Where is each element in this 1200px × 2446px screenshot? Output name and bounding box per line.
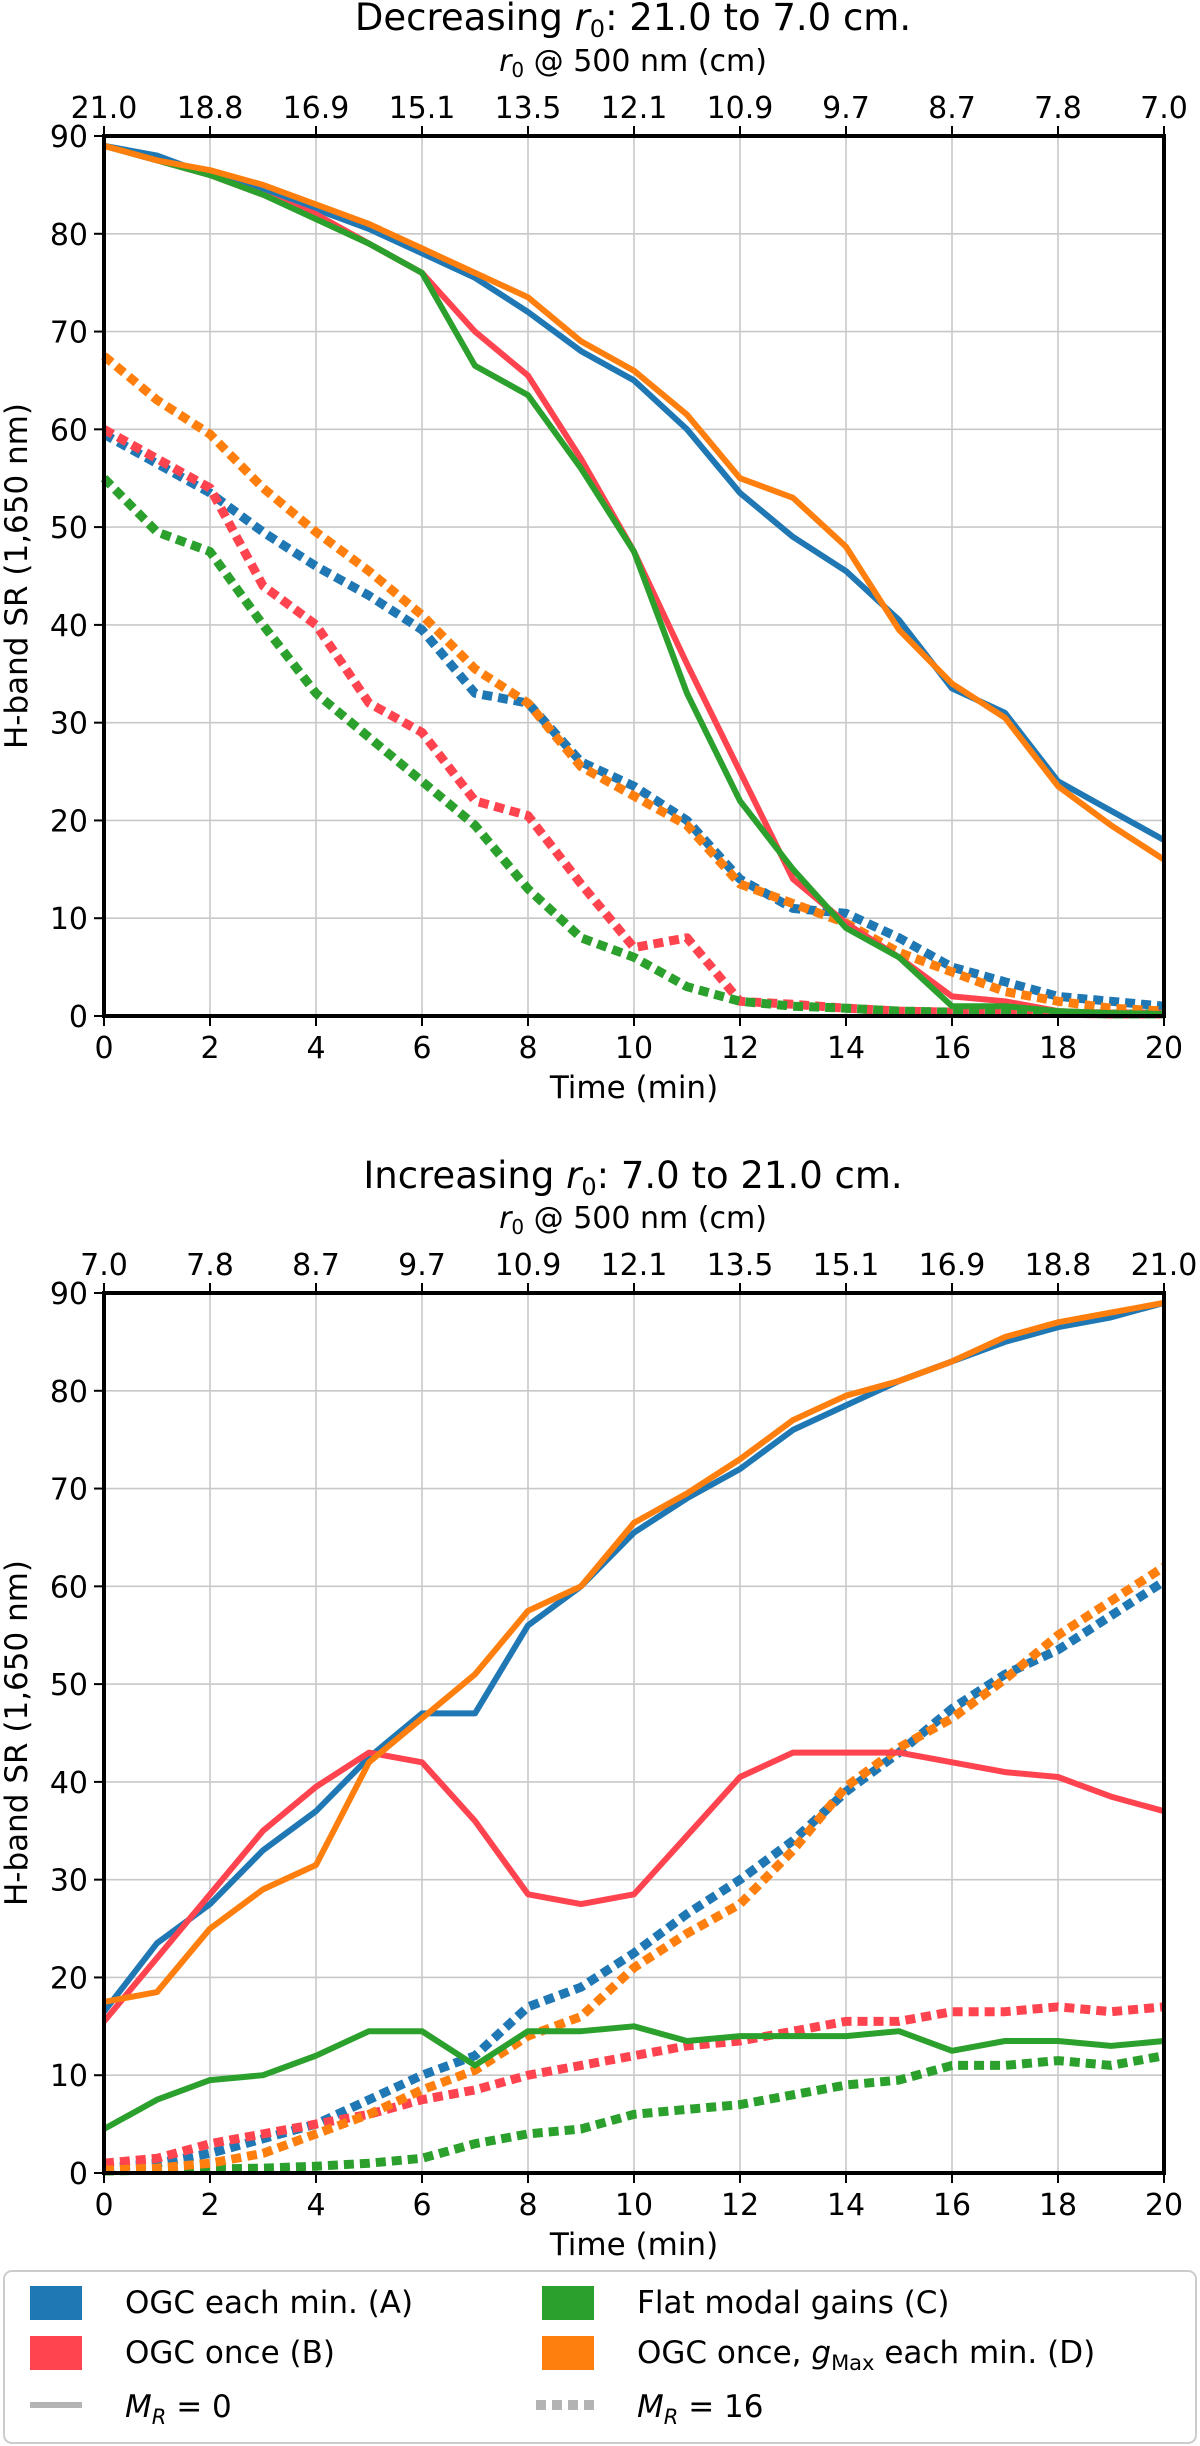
legend-label-mr0: MR = 0: [125, 2389, 232, 2429]
top-tick-label: 7.0: [1140, 91, 1188, 126]
x-tick-label: 12: [721, 2188, 759, 2223]
top-tick-label: 8.7: [292, 1248, 340, 1283]
top-tick-label: 12.1: [601, 1248, 668, 1283]
series-line-mr0-ogc-once-b: [101, 1749, 1165, 2024]
top-tick-label: 21.0: [1131, 1248, 1198, 1283]
series-line-mr0-ogc-once-gmax-each-min-d: [103, 1299, 1165, 2005]
x-tick-label: 0: [94, 2188, 113, 2223]
top-tick-label: 7.8: [186, 1248, 234, 1283]
x-tick-label: 14: [827, 1031, 865, 1066]
top-tick-label: 10.9: [495, 1248, 562, 1283]
series-line-mr0-flat-modal-gains-c: [103, 142, 1165, 1017]
y-tick-label: 50: [50, 1668, 88, 1703]
top-tick-label: 10.9: [707, 91, 774, 126]
legend-label-mr16: MR = 16: [637, 2389, 763, 2429]
top-tick-label: 16.9: [919, 1248, 986, 1283]
y-tick-label: 10: [50, 2059, 88, 2094]
top-tick-label: 8.7: [928, 91, 976, 126]
series-line-mr0-flat-modal-gains-c: [102, 2023, 1165, 2132]
legend: OGC each min. (A) OGC once (B) Flat moda…: [3, 2270, 1197, 2444]
legend-swatch-b: [30, 2336, 82, 2370]
legend-swatch-d: [542, 2336, 594, 2370]
x-axis-label: Time (min): [549, 2227, 718, 2263]
legend-label-b: OGC once (B): [125, 2335, 335, 2371]
y-tick-label: 60: [50, 1570, 88, 1605]
y-tick-label: 80: [50, 1375, 88, 1410]
top-axis-label: r0 @ 500 nm (cm): [499, 44, 767, 82]
top-tick-label: 21.0: [71, 91, 138, 126]
chart-title: Increasing r0: 7.0 to 21.0 cm.: [363, 1154, 902, 1201]
x-tick-label: 0: [94, 1031, 113, 1066]
x-tick-label: 4: [306, 1031, 325, 1066]
series-line-mr16-flat-modal-gains-c: [103, 2051, 1165, 2176]
plot-area: 0 2 4 6 8 10 12 14 16 18 20 0 10 20 30 40 50 60 70 80 907.0 7…: [0, 1248, 1197, 2263]
chart-increasing: Increasing r0: 7.0 to 21.0 cm. r0 @ 500 …: [0, 1154, 1197, 2263]
x-tick-label: 10: [615, 2188, 653, 2223]
x-tick-label: 14: [827, 2188, 865, 2223]
top-tick-label: 9.7: [822, 91, 870, 126]
top-tick-label: 12.1: [601, 91, 668, 126]
x-tick-label: 16: [933, 2188, 971, 2223]
x-tick-label: 8: [518, 1031, 537, 1066]
y-tick-label: 40: [50, 1766, 88, 1801]
series-line-mr16-flat-modal-gains-c: [100, 475, 1164, 1019]
y-tick-label: 20: [50, 1961, 88, 1996]
x-tick-label: 10: [615, 1031, 653, 1066]
top-tick-label: 13.5: [707, 1248, 774, 1283]
top-axis-label: r0 @ 500 nm (cm): [499, 1201, 767, 1239]
series-line-mr16-ogc-each-min-a: [101, 430, 1165, 1011]
y-tick-label: 0: [69, 1000, 88, 1035]
legend-label-a: OGC each min. (A): [125, 2285, 413, 2321]
legend-label-c: Flat modal gains (C): [637, 2285, 950, 2321]
x-tick-label: 18: [1039, 2188, 1077, 2223]
top-tick-label: 18.8: [177, 91, 244, 126]
y-tick-label: 10: [50, 902, 88, 937]
top-tick-label: 16.9: [283, 91, 350, 126]
y-tick-label: 60: [50, 413, 88, 448]
series-line-mr16-ogc-once-gmax-each-min-d: [103, 1563, 1167, 2175]
top-tick-label: 9.7: [398, 1248, 446, 1283]
series-line-mr16-ogc-once-b: [103, 2002, 1165, 2168]
y-tick-label: 50: [50, 511, 88, 546]
y-tick-label: 70: [50, 316, 88, 351]
y-tick-label: 0: [69, 2157, 88, 2192]
series-line-mr16-ogc-once-gmax-each-min-d: [101, 352, 1165, 1016]
y-tick-label: 20: [50, 804, 88, 839]
x-tick-label: 6: [412, 2188, 431, 2223]
legend-swatch-a: [30, 2286, 82, 2320]
y-tick-label: 30: [50, 1864, 88, 1899]
top-tick-label: 7.0: [80, 1248, 128, 1283]
x-tick-label: 20: [1145, 1031, 1183, 1066]
x-tick-label: 2: [200, 1031, 219, 1066]
x-tick-label: 2: [200, 2188, 219, 2223]
x-tick-label: 18: [1039, 1031, 1077, 1066]
y-tick-label: 90: [50, 120, 88, 155]
y-axis-label: H-band SR (1,650 nm): [0, 1560, 35, 1906]
y-tick-label: 40: [50, 609, 88, 644]
top-tick-label: 18.8: [1025, 1248, 1092, 1283]
x-tick-label: 8: [518, 2188, 537, 2223]
plot-area: 0 2 4 6 8 10 12 14 16 18 20 0 10 20 30 40 50 60 70 80 9021.0…: [0, 91, 1188, 1106]
x-tick-label: 4: [306, 2188, 325, 2223]
y-axis-label: H-band SR (1,650 nm): [0, 403, 35, 749]
y-tick-label: 70: [50, 1473, 88, 1508]
x-tick-label: 6: [412, 1031, 431, 1066]
series-line-mr0-ogc-once-gmax-each-min-d: [103, 142, 1166, 863]
x-tick-label: 16: [933, 1031, 971, 1066]
y-tick-label: 90: [50, 1277, 88, 1312]
chart-decreasing: Decreasing r0: 21.0 to 7.0 cm. r0 @ 500 …: [0, 0, 1188, 1106]
y-tick-label: 30: [50, 707, 88, 742]
top-tick-label: 13.5: [495, 91, 562, 126]
top-tick-label: 7.8: [1034, 91, 1082, 126]
x-tick-label: 12: [721, 1031, 759, 1066]
x-tick-label: 20: [1145, 2188, 1183, 2223]
legend-swatch-c: [542, 2286, 594, 2320]
chart-title: Decreasing r0: 21.0 to 7.0 cm.: [355, 0, 911, 43]
legend-frame: [3, 2270, 1197, 2444]
x-axis-label: Time (min): [549, 1070, 718, 1106]
top-tick-label: 15.1: [389, 91, 456, 126]
top-tick-label: 15.1: [813, 1248, 880, 1283]
y-tick-label: 80: [50, 218, 88, 253]
